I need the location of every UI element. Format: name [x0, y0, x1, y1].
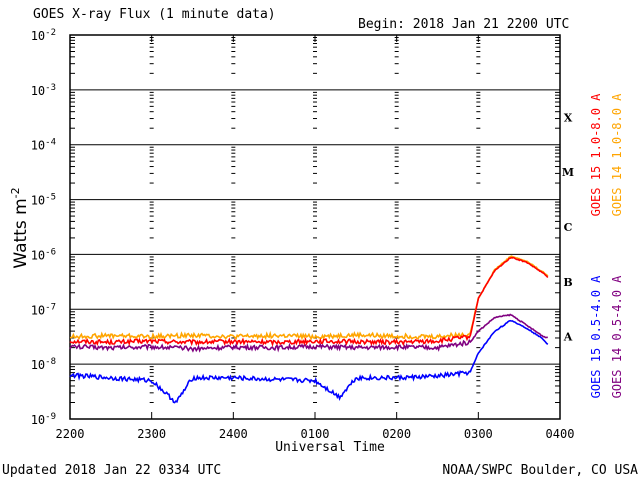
y-tick-label: 10-2 [31, 28, 56, 43]
y-tick-label: 10-4 [31, 138, 56, 153]
flare-class-label: A [563, 331, 573, 344]
credit-label: NOAA/SWPC Boulder, CO USA [442, 463, 638, 478]
begin-time-label: Begin: 2018 Jan 21 2200 UTC [358, 17, 569, 32]
x-tick-label: 0100 [301, 427, 330, 441]
chart-title: GOES X-ray Flux (1 minute data) [33, 7, 276, 22]
legend-label: GOES 14 1.0-8.0 A [610, 93, 624, 217]
y-tick-label: 10-9 [31, 412, 56, 427]
y-tick-labels: 10-2 10-3 10-4 10-5 10-6 10-7 10-8 10-9 [31, 28, 56, 427]
series-line [69, 313, 548, 353]
legend-entry: GOES 14 1.0-8.0 A [610, 93, 624, 217]
x-tick-label: 0200 [382, 427, 411, 441]
x-tick-labels: 2200 2300 2400 0100 0200 0300 0400 [56, 427, 575, 441]
series-line [69, 256, 549, 347]
x-tick-label: 0300 [464, 427, 493, 441]
y-tick-label: 10-6 [31, 247, 56, 262]
series-line [69, 255, 549, 341]
x-tick-label: 2400 [219, 427, 248, 441]
flare-class-label: M [562, 166, 574, 179]
legend-label: GOES 14 0.5-4.0 A [610, 275, 624, 399]
y-tick-label: 10-3 [31, 83, 56, 98]
legend-label: GOES 15 1.0-8.0 A [589, 93, 603, 217]
series-line [69, 319, 549, 404]
flare-class-label: C [564, 221, 573, 234]
legend-label: GOES 15 0.5-4.0 A [589, 275, 603, 399]
flare-class-label: X [564, 111, 573, 124]
legend-entry: GOES 15 1.0-8.0 A [589, 93, 603, 217]
legend-entry: GOES 14 0.5-4.0 A [610, 275, 624, 399]
y-tick-label: 10-5 [31, 193, 56, 208]
flare-class-label: B [563, 276, 572, 289]
grid-layer [69, 35, 561, 419]
x-tick-label: 2300 [137, 427, 166, 441]
x-axis-label: Universal Time [275, 440, 385, 455]
updated-label: Updated 2018 Jan 22 0334 UTC [2, 463, 221, 478]
legend-entry: GOES 15 0.5-4.0 A [589, 275, 603, 399]
series-layer [69, 255, 549, 404]
y-tick-label: 10-7 [31, 302, 56, 317]
y-axis-label-exponent: -2 [9, 187, 22, 198]
svg-text:Watts m-2: Watts m-2 [9, 187, 31, 268]
y-axis-label-text: Watts m [11, 198, 31, 268]
x-tick-label: 0400 [546, 427, 575, 441]
y-tick-label: 10-8 [31, 357, 56, 372]
y-axis-label: Watts m-2 [9, 187, 31, 268]
legend: GOES 15 1.0-8.0 A GOES 14 1.0-8.0 A GOES 1… [589, 93, 624, 399]
x-tick-label: 2200 [56, 427, 85, 441]
flare-class-labels: X M C B A [562, 111, 574, 343]
